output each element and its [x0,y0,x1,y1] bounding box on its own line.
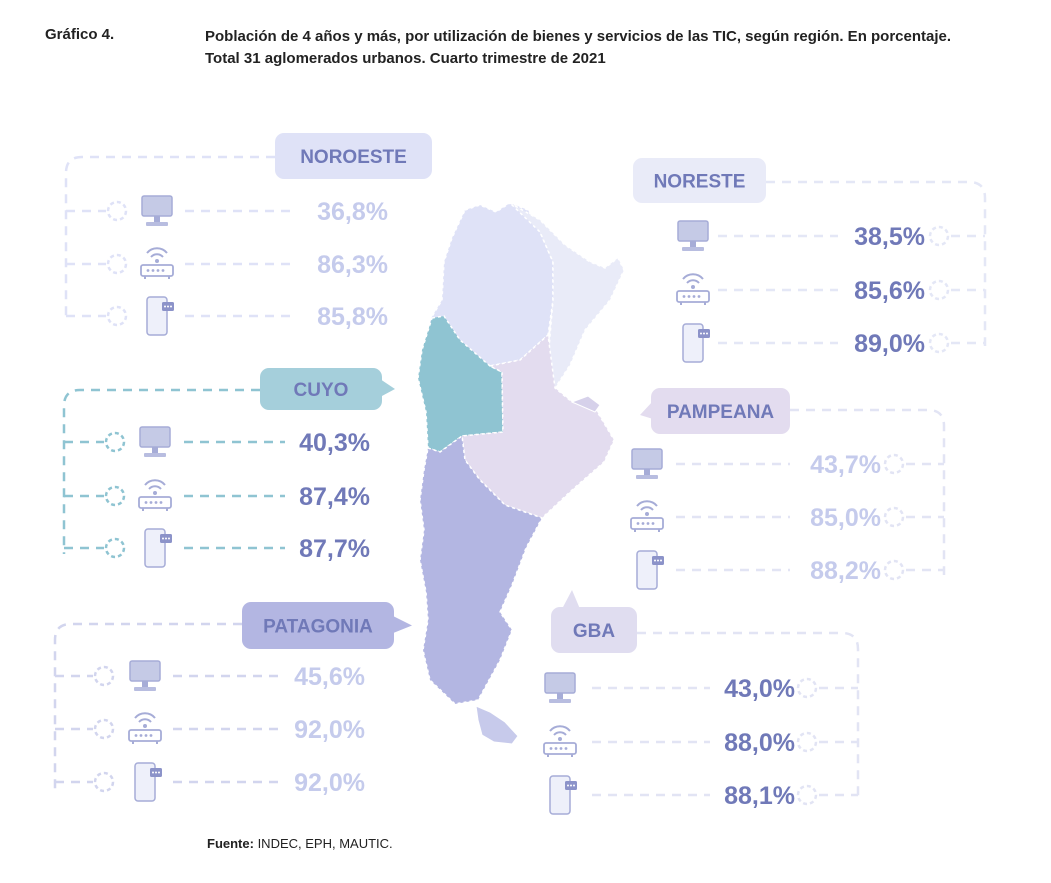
region-name: PATAGONIA [263,617,373,638]
value-label: 88,0% [724,729,795,757]
smartphone-icon [636,550,665,590]
value-label: 43,7% [810,451,881,479]
smartphone-icon [682,323,711,363]
region-name: NORESTE [654,172,746,193]
map-region-pampeana [461,333,615,519]
row-pampeana-3: 88,2% [636,550,944,590]
row-cuyo-1: 40,3% [64,426,370,458]
map-region-patagonia [419,434,544,705]
row-noreste-2: 85,6% [676,273,985,306]
region-tag-noreste: NORESTE [633,158,766,203]
row-noreste-1: 38,5% [677,220,985,252]
computer-icon [139,426,171,458]
value-label: 92,0% [294,716,365,744]
panel-pampeana: PAMPEANA 43,7% 85,0% 88,2% [630,388,946,590]
panel-frame [766,180,987,346]
panel-gba: GBA 43,0% 88,0% 88,1% [543,590,860,815]
row-noreste-3: 89,0% [682,323,985,363]
row-patagonia-2: 92,0% [55,712,365,745]
value-label: 87,7% [299,535,370,563]
value-label: 88,2% [810,557,881,585]
row-gba-2: 88,0% [543,725,858,758]
region-name: CUYO [294,380,349,401]
value-label: 86,3% [317,251,388,279]
wifi-router-icon [128,712,162,745]
row-noroeste-1: 36,8% [66,195,388,227]
row-pampeana-2: 85,0% [630,500,944,533]
wifi-router-icon [543,725,577,758]
panel-frame [790,408,946,575]
value-label: 88,1% [724,782,795,810]
row-cuyo-3: 87,7% [64,528,370,568]
value-label: 85,6% [854,277,925,305]
chart-title-line-1: Población de 4 años y más, por utilizaci… [205,28,952,45]
map-region-gba [570,395,601,413]
smartphone-icon [146,296,175,336]
value-label: 89,0% [854,330,925,358]
chart-title: Población de 4 años y más, por utilizaci… [205,26,1005,70]
region-name: GBA [573,621,616,642]
computer-icon [544,672,576,704]
smartphone-icon [549,775,578,815]
source-note: Fuente: INDEC, EPH, MAUTIC. [207,836,393,851]
row-cuyo-2: 87,4% [64,479,370,512]
smartphone-icon [144,528,173,568]
row-noroeste-2: 86,3% [66,247,388,280]
row-gba-1: 43,0% [544,672,858,704]
value-label: 43,0% [724,675,795,703]
computer-icon [677,220,709,252]
panel-noroeste: NOROESTE 36,8% 86,3% 85,8% [64,133,432,336]
computer-icon [129,660,161,692]
wifi-router-icon [676,273,710,306]
row-pampeana-1: 43,7% [631,448,944,480]
argentina-map [417,202,625,745]
chart-title-line-2: Total 31 aglomerados urbanos. Cuarto tri… [205,50,606,67]
panel-frame [637,631,860,800]
smartphone-icon [134,762,163,802]
value-label: 92,0% [294,769,365,797]
row-noroeste-3: 85,8% [66,296,388,336]
panel-patagonia: PATAGONIA 45,6% 92,0% 92,0% [53,602,412,802]
value-label: 36,8% [317,198,388,226]
row-patagonia-1: 45,6% [55,660,365,692]
value-label: 87,4% [299,483,370,511]
region-tag-gba: GBA [551,590,637,653]
panel-cuyo: CUYO 40,3% 87,4% 87,7% [62,368,395,568]
wifi-router-icon [140,247,174,280]
region-tag-noroeste: NOROESTE [275,133,432,179]
value-label: 85,0% [810,504,881,532]
wifi-router-icon [630,500,664,533]
panel-frame [62,388,260,554]
panel-frame [64,155,275,322]
computer-icon [141,195,173,227]
value-label: 85,8% [317,303,388,331]
panel-noreste: NORESTE 38,5% 85,6% 89,0% [633,158,987,363]
value-label: 40,3% [299,429,370,457]
region-name: NOROESTE [300,147,407,168]
region-tag-patagonia: PATAGONIA [242,602,412,649]
row-gba-3: 88,1% [549,775,858,815]
row-patagonia-3: 92,0% [55,762,365,802]
map-region-noreste [509,202,625,390]
value-label: 45,6% [294,663,365,691]
panel-frame [53,622,242,790]
value-label: 38,5% [854,223,925,251]
region-name: PAMPEANA [667,402,775,423]
map-tierra-del-fuego [475,705,519,745]
map-region-cuyo [417,315,504,453]
chart-number: Gráfico 4. [45,26,115,43]
computer-icon [631,448,663,480]
region-tag-pampeana: PAMPEANA [640,388,790,434]
region-tag-cuyo: CUYO [260,368,395,410]
wifi-router-icon [138,479,172,512]
